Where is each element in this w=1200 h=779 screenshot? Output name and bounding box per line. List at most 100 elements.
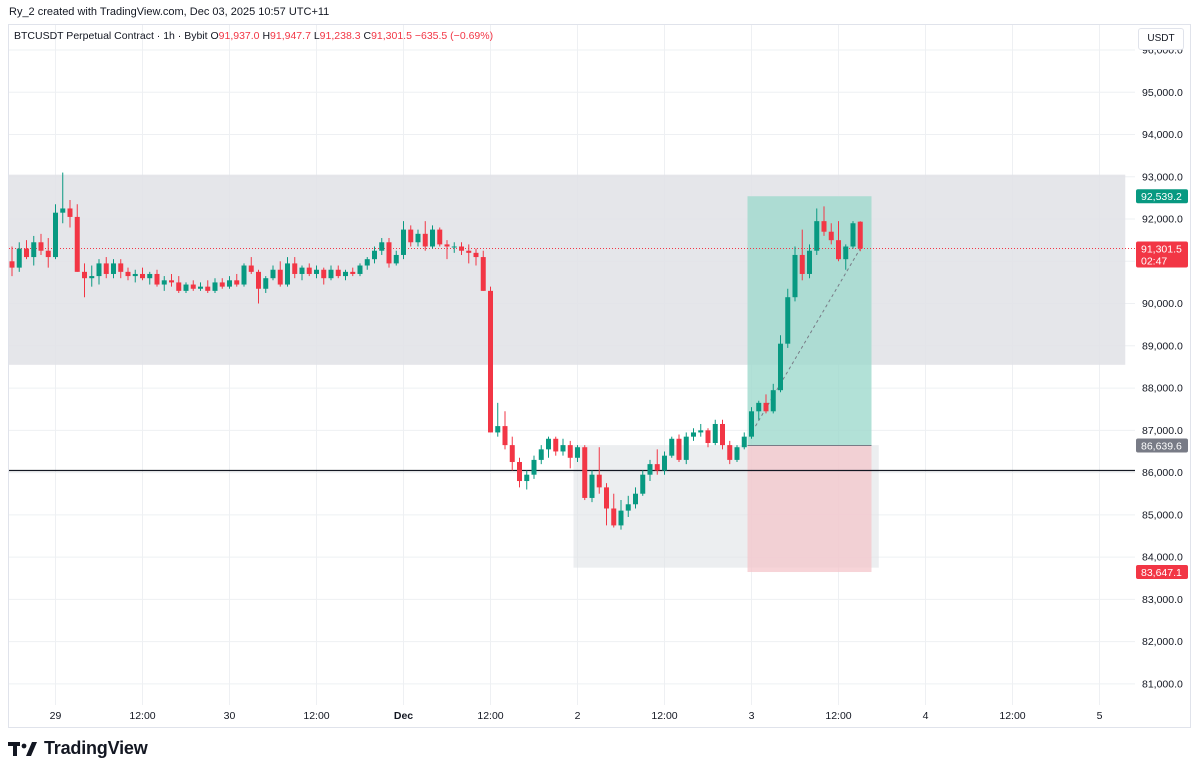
candle-body (176, 282, 182, 291)
candle-body (712, 423, 718, 443)
candle (67, 200, 73, 228)
candle-body (567, 445, 573, 458)
candle-body (785, 297, 791, 344)
candle-body (633, 493, 638, 505)
candle (82, 263, 87, 298)
candle (343, 269, 348, 281)
candle (785, 288, 791, 348)
candle-body (335, 269, 341, 277)
y-tick-label: 90,000.0 (1142, 298, 1183, 310)
candle (408, 225, 414, 247)
candle-body (778, 343, 783, 391)
x-tick-label: Dec (394, 710, 413, 722)
candle (198, 282, 203, 291)
currency-button[interactable]: USDT (1138, 28, 1184, 50)
candle-body (749, 411, 754, 437)
candle (473, 248, 479, 266)
candle-body (227, 280, 232, 287)
time-axis: 29 12:00 30 12:00 Dec 12:00 2 12:00 3 12:00 4 12:00… (50, 710, 1103, 722)
price-label-text: 92,539.2 (1141, 191, 1182, 203)
candle-body (691, 432, 696, 437)
x-tick-label: 12:00 (651, 710, 677, 722)
price-label: 91,301.502:47 (1136, 241, 1188, 268)
candle (350, 267, 356, 277)
candle (792, 246, 798, 302)
candle (212, 278, 218, 293)
candle-body (154, 273, 160, 285)
candle-body (241, 265, 247, 285)
candle-body (473, 252, 479, 258)
open-label: O (210, 30, 219, 42)
candle-body (459, 246, 464, 251)
candle (770, 383, 776, 414)
x-tick-label: 3 (749, 710, 755, 722)
candle-body (277, 269, 283, 285)
candle-body (147, 273, 153, 279)
candle-body (647, 464, 653, 475)
candle (132, 269, 138, 283)
candle-body (480, 257, 486, 291)
candle-body (321, 269, 327, 279)
x-tick-label: 12:00 (303, 710, 329, 722)
y-tick-label: 88,000.0 (1142, 383, 1183, 395)
candle (749, 407, 754, 439)
candle (176, 276, 182, 293)
candle (401, 221, 406, 260)
candle (53, 204, 58, 260)
candle (292, 257, 298, 279)
y-tick-label: 87,000.0 (1142, 425, 1183, 437)
candle (219, 278, 225, 289)
candle-body (531, 459, 537, 475)
candle (256, 269, 261, 304)
candle (618, 500, 624, 530)
candle (335, 265, 341, 279)
candle-body (430, 229, 435, 247)
candle-body (256, 271, 261, 289)
candle-body (582, 447, 588, 498)
candle (524, 470, 530, 490)
candle-body (720, 423, 725, 446)
candle (321, 267, 327, 285)
candle-body (509, 445, 515, 463)
candle (459, 242, 464, 255)
zones (9, 174, 1126, 568)
candle (596, 447, 602, 494)
candle-body (807, 250, 812, 274)
candle (814, 208, 820, 255)
candle (538, 445, 544, 465)
candle-body (60, 208, 66, 213)
candle-body (560, 445, 566, 452)
candle (531, 455, 537, 479)
candle-body (372, 250, 377, 260)
candle-body (538, 449, 544, 460)
candle (517, 457, 522, 488)
candle (488, 286, 493, 433)
candle (190, 280, 196, 291)
candle-body (857, 221, 863, 249)
candle-body (553, 438, 559, 452)
candle (509, 436, 515, 471)
candle (183, 282, 189, 293)
candle-body (67, 208, 73, 217)
candle (38, 233, 44, 255)
candle (828, 223, 834, 245)
candle-body (401, 229, 406, 255)
candle (386, 238, 392, 268)
candle-body (125, 271, 131, 277)
candle-body (292, 263, 298, 274)
candle-body (821, 221, 827, 232)
candle (720, 419, 725, 450)
candle-body (306, 267, 312, 274)
candle (118, 259, 124, 279)
candle-body (495, 426, 501, 433)
candle-body (74, 216, 80, 272)
candle-body (31, 242, 37, 258)
candle (669, 436, 675, 458)
candle-body (763, 402, 769, 412)
price-label-text: 86,639.6 (1141, 441, 1182, 453)
candle (372, 246, 377, 264)
candle (437, 227, 443, 247)
candle (248, 257, 254, 274)
candle (625, 495, 631, 517)
